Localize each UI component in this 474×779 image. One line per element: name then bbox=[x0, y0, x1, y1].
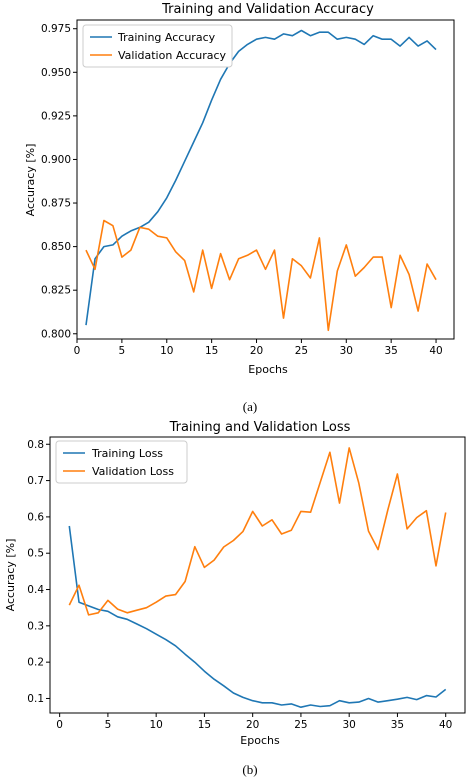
y-tick-label: 0.2 bbox=[27, 657, 44, 669]
x-tick-label: 30 bbox=[340, 345, 353, 357]
caption-a: (a) bbox=[243, 399, 257, 414]
y-tick-label: 0.8 bbox=[27, 439, 44, 451]
legend-box bbox=[82, 24, 233, 68]
y-tick-label: 0.900 bbox=[41, 154, 71, 166]
x-tick-label: 5 bbox=[119, 345, 126, 357]
y-tick-label: 0.6 bbox=[27, 511, 44, 523]
x-tick-label: 40 bbox=[429, 345, 442, 357]
y-tick-label: 0.975 bbox=[41, 23, 71, 35]
x-tick-label: 15 bbox=[205, 345, 218, 357]
legend-box bbox=[55, 440, 188, 484]
x-ticks: 0 5 10 15 20 25 30 35 40 bbox=[74, 339, 443, 357]
x-tick-label: 15 bbox=[198, 719, 211, 731]
legend: Training Accuracy Validation Accuracy bbox=[82, 24, 233, 68]
x-tick-label: 5 bbox=[105, 719, 112, 731]
legend-label-training: Training Loss bbox=[91, 447, 163, 460]
y-tick-label: 0.7 bbox=[27, 475, 44, 487]
chart-title: Training and Validation Accuracy bbox=[161, 2, 374, 17]
y-ticks: 0.800 0.825 0.850 0.875 0.900 0.925 0.950 0.975 bbox=[41, 23, 77, 340]
x-tick-label: 20 bbox=[250, 345, 263, 357]
x-tick-label: 20 bbox=[246, 719, 259, 731]
x-tick-label: 10 bbox=[149, 719, 162, 731]
x-tick-label: 35 bbox=[391, 719, 404, 731]
plot-frame bbox=[49, 436, 466, 714]
y-tick-label: 0.825 bbox=[41, 285, 71, 297]
y-tick-label: 0.3 bbox=[27, 620, 44, 632]
y-tick-label: 0.1 bbox=[27, 693, 44, 705]
y-axis-label: Accuracy [%] bbox=[24, 144, 37, 217]
series-line-training bbox=[68, 525, 447, 709]
x-tick-label: 40 bbox=[439, 719, 452, 731]
chart-title: Training and Validation Loss bbox=[169, 420, 351, 435]
y-tick-label: 0.850 bbox=[41, 241, 71, 253]
y-tick-label: 0.875 bbox=[41, 198, 71, 210]
y-tick-label: 0.950 bbox=[41, 67, 71, 79]
x-tick-label: 30 bbox=[342, 719, 355, 731]
series-line-training bbox=[85, 29, 437, 326]
series-lines bbox=[68, 447, 447, 709]
x-axis-label: Epochs bbox=[240, 734, 280, 747]
x-tick-label: 35 bbox=[384, 345, 397, 357]
y-tick-label: 0.5 bbox=[27, 548, 44, 560]
y-tick-label: 0.800 bbox=[41, 328, 71, 340]
legend-label-validation: Validation Loss bbox=[92, 465, 174, 478]
x-axis-label: Epochs bbox=[248, 363, 288, 376]
x-tick-label: 0 bbox=[74, 345, 81, 357]
y-tick-label: 0.4 bbox=[27, 584, 44, 596]
legend-label-validation: Validation Accuracy bbox=[118, 49, 227, 62]
x-ticks: 0 5 10 15 20 25 30 35 40 bbox=[56, 713, 452, 731]
y-ticks: 0.1 0.2 0.3 0.4 0.5 0.6 0.7 0.8 bbox=[27, 439, 50, 705]
caption-b: (b) bbox=[242, 762, 257, 777]
series-lines bbox=[85, 29, 437, 332]
x-tick-label: 25 bbox=[295, 345, 308, 357]
series-line-validation bbox=[85, 219, 437, 332]
loss-chart: Training and Validation Loss 0 5 10 15 20 25 3… bbox=[4, 420, 466, 747]
legend-label-training: Training Accuracy bbox=[117, 31, 216, 44]
legend: Training Loss Validation Loss bbox=[55, 440, 188, 484]
accuracy-chart: Training and Validation Accuracy 0 5 10 15 2… bbox=[24, 2, 455, 376]
y-tick-label: 0.925 bbox=[41, 110, 71, 122]
x-tick-label: 0 bbox=[56, 719, 63, 731]
series-line-validation bbox=[68, 447, 447, 616]
x-tick-label: 25 bbox=[294, 719, 307, 731]
x-tick-label: 10 bbox=[160, 345, 173, 357]
y-axis-label: Accuracy [%] bbox=[4, 539, 17, 612]
plot-frame bbox=[76, 19, 455, 340]
